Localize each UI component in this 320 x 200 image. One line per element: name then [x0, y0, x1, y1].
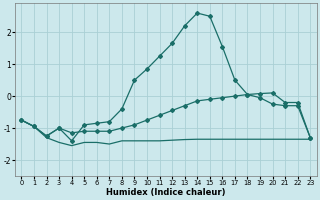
- X-axis label: Humidex (Indice chaleur): Humidex (Indice chaleur): [106, 188, 226, 197]
